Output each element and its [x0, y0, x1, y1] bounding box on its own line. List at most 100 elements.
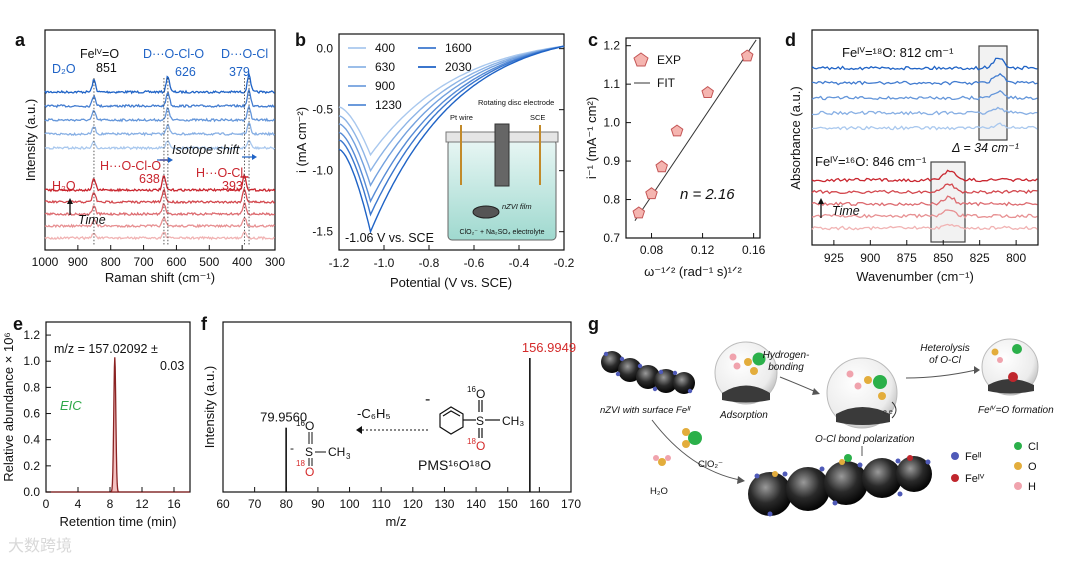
hbond-o1: [864, 376, 872, 384]
arrow-hbond-feo: [905, 369, 977, 379]
fragmentation-arrowhead: [356, 426, 362, 434]
adsorption-h1: [729, 353, 737, 361]
nzvi-chain: [601, 351, 695, 394]
panel-letter-b: b: [295, 30, 306, 50]
legend-label-h: H: [1028, 481, 1036, 493]
eic-y-tick-label: 0.6: [23, 407, 40, 421]
hbond-h1: [846, 370, 854, 378]
ms-peak-label-79.9560: 79.9560: [260, 410, 307, 425]
kl-points: [632, 49, 754, 219]
pt-wire-label: Pt wire: [450, 113, 473, 122]
polarization-label: O-Cl bond polarization: [815, 434, 915, 445]
o18-annotation: Feᴵⱽ=¹⁸O: 812 cm⁻¹: [842, 45, 954, 60]
ms-peak-label-156.9949: 156.9949: [522, 340, 576, 355]
raman-spectrum: [44, 87, 275, 109]
arrowhead-adsorption-hbond: [812, 388, 820, 395]
raman-axes-frame: [44, 29, 276, 251]
electron-transfer-arrow: [891, 401, 897, 419]
panel-letter-g: g: [588, 314, 599, 334]
isotope-shift-label: Isotope shift: [172, 143, 240, 157]
kl-point: [645, 187, 658, 200]
panel-letter-c: c: [588, 30, 598, 50]
cv-curve-1230: [338, 45, 565, 204]
kl-x-tick-label: 0.08: [640, 243, 664, 257]
pms-label: PMS¹⁶O¹⁸O: [418, 457, 491, 473]
ftir-spectrum: [811, 72, 1038, 86]
eic-y-tick-label: 0.8: [23, 380, 40, 394]
legend-dot-fe2: [951, 452, 959, 460]
cv-curves: [338, 45, 565, 234]
svg-text:S: S: [305, 445, 313, 459]
cv-x-tick-label: -1.2: [329, 256, 350, 270]
ms-ticks: 60 70 80 90 100 110 120 130 140 150 160 170: [216, 487, 581, 511]
adsorption-surface: [722, 385, 770, 403]
cv-x-tick-label: -0.2: [554, 256, 575, 270]
kl-x-tick-label: 0.16: [742, 243, 766, 257]
panel-letter-a: a: [15, 30, 26, 50]
eic-x-label: Retention time (min): [59, 514, 176, 529]
svg-text:O: O: [305, 465, 314, 479]
pms-s: S: [476, 414, 484, 428]
ms-axes-frame: [222, 321, 572, 493]
raman-spectrum: [44, 215, 276, 229]
pms-ch3: CH₃: [502, 414, 524, 428]
cv-legend-label-1230: 1230: [375, 98, 402, 112]
kl-y-tick-label: 1.2: [603, 39, 620, 53]
cv-curve-2030: [338, 45, 565, 234]
eic-x-tick-label: 12: [135, 497, 149, 511]
arrowhead-lower-path: [737, 476, 745, 484]
pms-o-bottom: O: [476, 439, 485, 453]
raman-x-tick-label: 700: [134, 255, 154, 269]
ftir-x-tick-label: 800: [1006, 251, 1026, 265]
adsorption-cl: [752, 352, 766, 366]
cv-y-tick-label: 0.0: [316, 42, 333, 56]
feo-surface: [988, 379, 1034, 394]
ms-x-tick-label: 170: [561, 497, 581, 511]
ftir-spectrum: [811, 57, 1038, 71]
ftir-x-tick-label: 900: [860, 251, 880, 265]
electrolyte-label: ClO₂⁻ + Na₂SO₄ electrolyte: [460, 229, 545, 236]
svg-text:16: 16: [296, 419, 305, 428]
panel-letter-e: e: [13, 314, 23, 334]
ms-peaks: 79.9560 156.9949: [260, 340, 576, 492]
adsorption-o1: [744, 358, 752, 366]
delta-annotation: Δ = 34 cm⁻¹: [951, 141, 1019, 155]
panel-letter-f: f: [201, 314, 208, 334]
water-h1: [653, 455, 659, 461]
heterolysis-label: Heterolysis of O-Cl: [920, 343, 969, 366]
mz-annotation-2: 0.03: [160, 359, 184, 373]
o16-annotation: Feᴵⱽ=¹⁶O: 846 cm⁻¹: [815, 154, 927, 169]
svg-text:3: 3: [346, 452, 351, 461]
adsorption-o2: [750, 367, 758, 375]
mechanism-schematic: nZVI with surface Feᴵᴵ Adsorption Hydrog…: [600, 338, 1054, 517]
ms-x-tick-label: 150: [498, 497, 518, 511]
legend-label-fe4: Feᴵⱽ: [965, 473, 985, 485]
clo2-o1: [682, 428, 690, 436]
ms-x-tick-label: 80: [280, 497, 294, 511]
svg-text:18: 18: [296, 459, 305, 468]
n-value-annotation: n = 2.16: [680, 186, 735, 203]
kl-point: [701, 85, 714, 98]
legend-dot-o: [1014, 462, 1022, 470]
panel-letter-d: d: [785, 30, 796, 50]
feo-value: 851: [96, 61, 117, 75]
ms-x-tick-label: 140: [466, 497, 486, 511]
arrowhead-hbond-feo: [974, 366, 980, 374]
isotope-arrowhead-left: [168, 157, 173, 163]
svg-text:O: O: [305, 419, 314, 433]
clo2-label: ClO₂⁻: [698, 459, 723, 470]
raman-spectrum: [44, 173, 276, 193]
loss-label: -C₆H₅: [357, 406, 391, 421]
eic-y-tick-label: 0.0: [23, 485, 40, 499]
raman-x-ticks: 1000 900 800 700 600 500 400 300: [32, 245, 285, 269]
raman-x-label: Raman shift (cm⁻¹): [105, 270, 215, 285]
ftir-spectra: [811, 57, 1038, 231]
ms-x-tick-label: 120: [403, 497, 423, 511]
raman-x-tick-label: 500: [199, 255, 219, 269]
sce-label: SCE: [530, 113, 545, 122]
ms-x-tick-label: 110: [372, 497, 391, 511]
h2o-label: H₂O: [52, 179, 76, 193]
feo-cl: [1012, 344, 1022, 354]
pms-o18: 18: [467, 437, 476, 446]
